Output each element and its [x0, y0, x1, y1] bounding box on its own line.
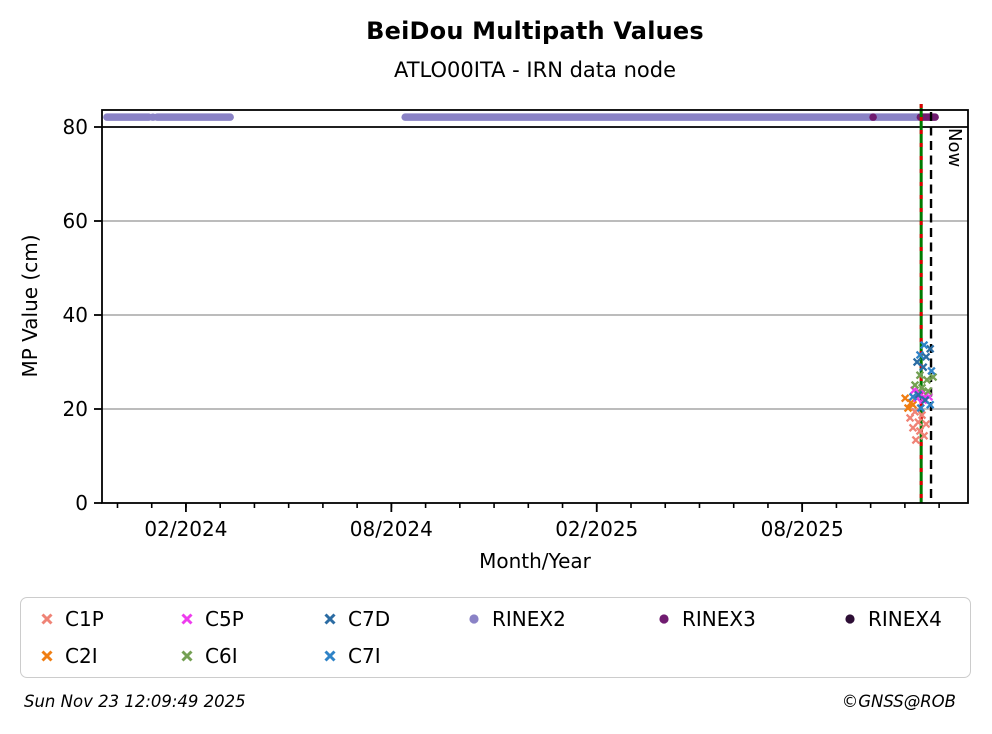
svg-text:08/2025: 08/2025: [761, 517, 844, 541]
rinex4-legend-marker-icon: [845, 614, 855, 624]
legend-item-c5p: C5P: [179, 606, 244, 632]
svg-text:08/2024: 08/2024: [350, 517, 433, 541]
svg-text:40: 40: [63, 303, 88, 327]
x-axis-label: Month/Year: [479, 549, 591, 573]
legend-item-c7i: C7I: [322, 643, 381, 669]
scatter-series-c1p: [905, 407, 931, 445]
c7i-legend-marker-icon: [324, 650, 336, 662]
mp-value-chart: 0 20 40 60 80 02/2024 08/2024 02/2025 08/2025: [63, 104, 969, 541]
plot-timestamp: Sun Nov 23 12:09:49 2025: [24, 692, 246, 711]
legend-item-label: RINEX4: [868, 607, 942, 631]
y-axis-label: MP Value (cm): [18, 234, 42, 378]
c6i-legend-marker-icon: [181, 650, 193, 662]
legend-item-label: RINEX2: [492, 607, 566, 631]
c2i-legend-marker-icon: [41, 650, 53, 662]
y-gridlines: [102, 220, 968, 410]
legend-item-c2i: C2I: [39, 643, 98, 669]
chart-title: BeiDou Multipath Values: [366, 17, 704, 45]
svg-text:02/2024: 02/2024: [144, 517, 227, 541]
chart-legend: C1P C5P C7D RINEX2 RINEX3 RINEX4 C2I C6I C7I: [20, 597, 971, 678]
copyright-credit: ©GNSS@ROB: [841, 692, 956, 711]
svg-text:60: 60: [63, 209, 88, 233]
scatter-series-c7i: [908, 340, 936, 413]
legend-item-c7d: C7D: [322, 606, 390, 632]
c5p-legend-marker-icon: [181, 613, 193, 625]
rinex2-legend-marker-icon: [469, 614, 479, 624]
legend-item-label: C7D: [348, 607, 391, 631]
c1p-legend-marker-icon: [41, 613, 53, 625]
x-axis-major-ticks: 02/2024 08/2024 02/2025 08/2025: [144, 503, 844, 541]
legend-item-rinex4: RINEX4: [842, 606, 942, 632]
svg-text:0: 0: [75, 491, 88, 515]
legend-item-label: C7I: [348, 644, 381, 668]
scatter-series-c7d: [912, 344, 935, 405]
legend-item-rinex2: RINEX2: [466, 606, 566, 632]
legend-item-label: RINEX3: [682, 607, 756, 631]
y-axis-ticks: 0 20 40 60 80: [63, 115, 102, 515]
rinex3-legend-marker-icon: [659, 614, 669, 624]
scatter-series-c6i: [910, 370, 938, 396]
now-line-label: Now: [944, 128, 965, 168]
plot-border: [101, 109, 969, 504]
legend-item-label: C5P: [205, 607, 244, 631]
rinex2-availability-band: [103, 113, 923, 121]
legend-item-label: C6I: [205, 644, 238, 668]
legend-item-c6i: C6I: [179, 643, 238, 669]
rinex3-availability-band: [869, 113, 939, 121]
chart-subtitle: ATLO00ITA - IRN data node: [393, 58, 676, 82]
legend-item-label: C2I: [65, 644, 98, 668]
legend-item-rinex3: RINEX3: [656, 606, 756, 632]
svg-text:80: 80: [63, 115, 88, 139]
svg-text:02/2025: 02/2025: [555, 517, 638, 541]
c7d-legend-marker-icon: [324, 613, 336, 625]
svg-text:20: 20: [63, 397, 88, 421]
legend-item-c1p: C1P: [39, 606, 104, 632]
legend-item-label: C1P: [65, 607, 104, 631]
